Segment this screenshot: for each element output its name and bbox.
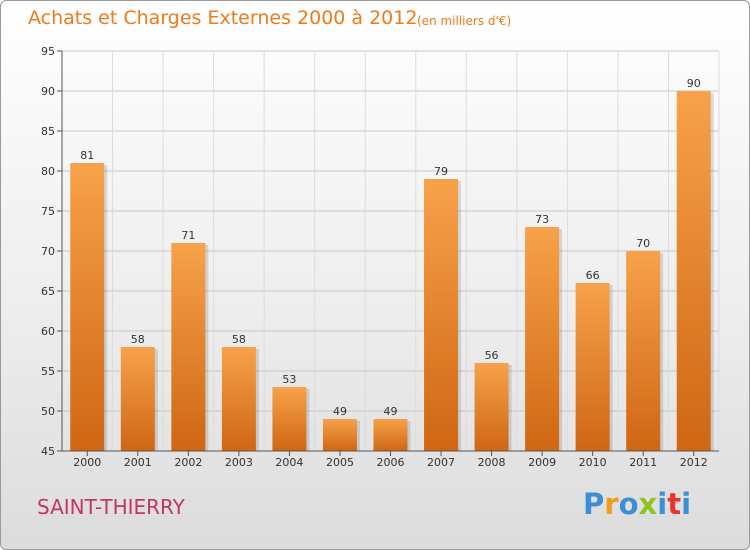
x-tick-label: 2003 bbox=[225, 456, 253, 469]
proxiti-logo: Proxiti bbox=[583, 487, 691, 521]
bar-2002 bbox=[171, 243, 206, 451]
data-label: 73 bbox=[535, 213, 549, 226]
data-label: 71 bbox=[181, 229, 195, 242]
x-tick-label: 2004 bbox=[275, 456, 303, 469]
x-tick-label: 2011 bbox=[629, 456, 657, 469]
chart-title: Achats et Charges Externes 2000 à 2012 bbox=[28, 7, 418, 29]
x-tick-label: 2009 bbox=[528, 456, 556, 469]
data-label: 49 bbox=[384, 405, 398, 418]
bar-2000 bbox=[70, 163, 105, 451]
logo-letter: P bbox=[583, 487, 605, 521]
x-tick-label: 2000 bbox=[73, 456, 101, 469]
bar-2004 bbox=[272, 387, 307, 451]
x-tick-label: 2010 bbox=[579, 456, 607, 469]
data-label: 58 bbox=[131, 333, 145, 346]
bar-2005 bbox=[322, 419, 357, 451]
logo-letter: i bbox=[657, 487, 668, 521]
logo-letter: r bbox=[604, 487, 619, 521]
town-name: SAINT-THIERRY bbox=[37, 495, 185, 519]
data-label: 58 bbox=[232, 333, 246, 346]
axes: 45 50 55 60 65 70 75 80 85 90 95 2000 2001 2002 2003 20… bbox=[41, 45, 719, 469]
data-label: 66 bbox=[586, 269, 600, 282]
bar-2009 bbox=[525, 227, 560, 451]
x-tick-label: 2002 bbox=[174, 456, 202, 469]
data-label: 49 bbox=[333, 405, 347, 418]
bars: 81 58 71 58 53 49 49 79 56 73 66 70 90 bbox=[70, 77, 714, 451]
x-tick-label: 2008 bbox=[478, 456, 506, 469]
data-label: 90 bbox=[687, 77, 701, 90]
x-tick-label: 2007 bbox=[427, 456, 455, 469]
y-tick-label: 75 bbox=[41, 205, 55, 218]
x-tick-label: 2006 bbox=[377, 456, 405, 469]
bar-2008 bbox=[474, 363, 509, 451]
logo-letter: o bbox=[618, 487, 639, 521]
y-tick-label: 45 bbox=[41, 445, 55, 458]
data-label: 81 bbox=[80, 149, 94, 162]
y-tick-label: 55 bbox=[41, 365, 55, 378]
x-tick-label: 2005 bbox=[326, 456, 354, 469]
bar-2003 bbox=[221, 347, 256, 451]
y-tick-label: 85 bbox=[41, 125, 55, 138]
y-tick-label: 65 bbox=[41, 285, 55, 298]
y-tick-label: 90 bbox=[41, 85, 55, 98]
y-tick-label: 70 bbox=[41, 245, 55, 258]
chart-subtitle: (en milliers d'€) bbox=[417, 14, 512, 28]
logo-letter: i bbox=[681, 487, 692, 521]
bar-2001 bbox=[120, 347, 155, 451]
bar-2010 bbox=[575, 283, 610, 451]
x-tick-label: 2012 bbox=[680, 456, 708, 469]
bar-2007 bbox=[424, 179, 459, 451]
grid-lines bbox=[61, 50, 720, 452]
y-tick-label: 50 bbox=[41, 405, 55, 418]
y-tick-label: 60 bbox=[41, 325, 55, 338]
bar-2012 bbox=[676, 91, 711, 451]
data-label: 56 bbox=[485, 349, 499, 362]
data-label: 70 bbox=[636, 237, 650, 250]
logo-letter: t bbox=[667, 487, 682, 521]
logo-letter: x bbox=[638, 487, 658, 521]
bar-2011 bbox=[626, 251, 661, 451]
data-label: 79 bbox=[434, 165, 448, 178]
y-tick-label: 95 bbox=[41, 45, 55, 58]
y-tick-label: 80 bbox=[41, 165, 55, 178]
bar-2006 bbox=[373, 419, 408, 451]
data-label: 53 bbox=[282, 373, 296, 386]
x-tick-label: 2001 bbox=[124, 456, 152, 469]
